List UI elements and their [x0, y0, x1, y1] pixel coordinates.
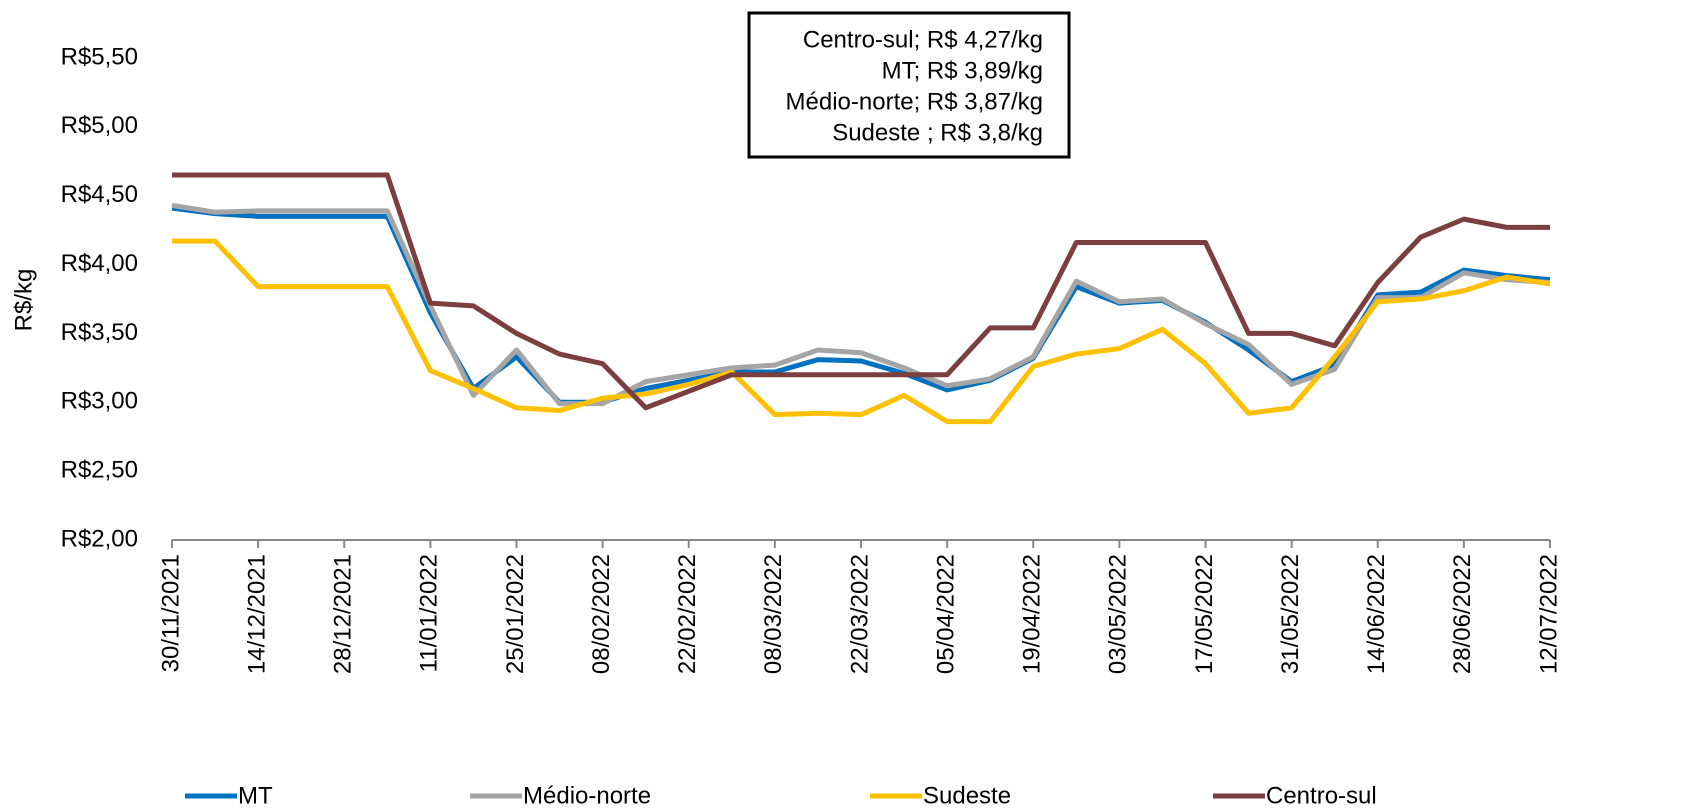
- x-tick-label: 05/04/2022: [932, 554, 959, 674]
- annotation-text: Sudeste ; R$ 3,8/kg: [832, 119, 1043, 146]
- annotation-text: Centro-sul; R$ 4,27/kg: [803, 26, 1043, 53]
- y-tick-label: R$2,50: [61, 456, 138, 483]
- x-tick-label: 19/04/2022: [1019, 554, 1046, 674]
- legend-label: MT: [238, 782, 273, 809]
- x-tick-label: 22/02/2022: [674, 554, 701, 674]
- y-tick-label: R$4,50: [61, 181, 138, 208]
- legend-label: Sudeste: [923, 782, 1011, 809]
- y-axis-label: R$/kg: [10, 269, 37, 332]
- x-tick-label: 08/03/2022: [760, 554, 787, 674]
- x-tick-label: 03/05/2022: [1105, 554, 1132, 674]
- x-tick-label: 11/01/2022: [416, 554, 443, 672]
- y-tick-label: R$3,50: [61, 319, 138, 346]
- x-tick-label: 28/06/2022: [1449, 554, 1476, 674]
- x-tick-label: 14/12/2021: [243, 554, 270, 674]
- series-line: [172, 172, 1550, 411]
- annotation-box: [747, 11, 1071, 159]
- y-tick-label: R$4,00: [61, 250, 138, 277]
- legend-label: Centro-sul: [1266, 782, 1377, 809]
- x-tick-label: 14/06/2022: [1363, 554, 1390, 674]
- x-tick-label: 17/05/2022: [1191, 554, 1218, 674]
- annotation-text: MT; R$ 3,89/kg: [882, 57, 1043, 84]
- x-tick-label: 22/03/2022: [846, 554, 873, 674]
- x-tick-label: 28/12/2021: [330, 554, 357, 674]
- y-tick-label: R$3,00: [61, 388, 138, 415]
- x-tick-label: 30/11/2021: [157, 554, 184, 672]
- series-line: [172, 238, 1551, 425]
- y-tick-label: R$5,50: [61, 43, 138, 70]
- x-tick-label: 25/01/2022: [502, 554, 529, 674]
- y-tick-label: R$5,00: [61, 112, 138, 139]
- y-tick-label: R$2,00: [61, 525, 138, 552]
- legend-label: Médio-norte: [523, 782, 651, 809]
- x-tick-label: 12/07/2022: [1535, 554, 1562, 674]
- annotation-text: Médio-norte; R$ 3,87/kg: [786, 88, 1043, 115]
- x-tick-label: 08/02/2022: [588, 554, 615, 674]
- x-tick-label: 31/05/2022: [1277, 554, 1304, 674]
